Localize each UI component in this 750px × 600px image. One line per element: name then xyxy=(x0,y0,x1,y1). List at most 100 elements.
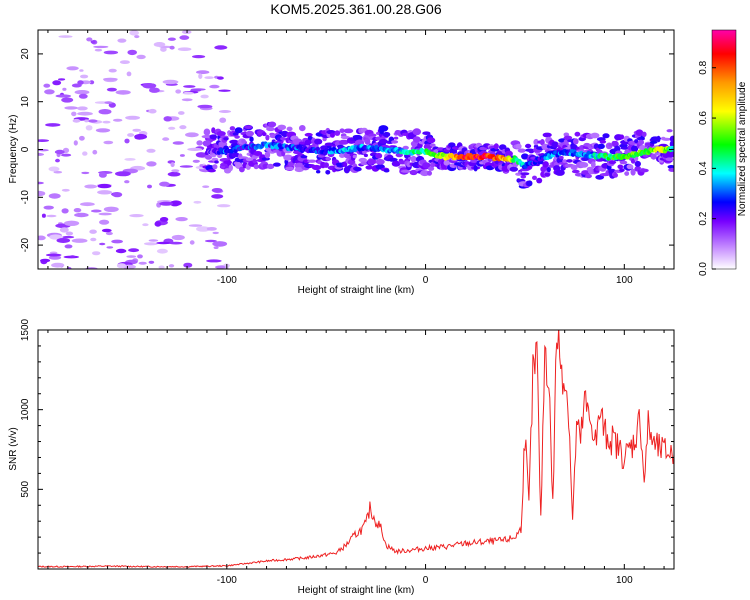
noise-blob xyxy=(167,37,176,41)
colorbar-ticks: 0.0 0.2 0.4 0.6 0.8 xyxy=(698,60,716,276)
ridge-halo xyxy=(525,143,532,149)
noise-blob xyxy=(49,234,63,240)
noise-blob xyxy=(132,128,141,132)
spectrogram-ytick-label: 0 xyxy=(20,146,31,152)
ridge-halo xyxy=(398,160,407,165)
ridge-halo xyxy=(375,136,383,141)
noise-blob xyxy=(62,235,75,239)
ridge-halo xyxy=(266,163,275,170)
noise-blob xyxy=(159,181,170,187)
noise-blob xyxy=(137,254,143,259)
ridge-halo xyxy=(526,180,533,187)
noise-blob xyxy=(193,200,202,204)
noise-blob xyxy=(169,241,183,245)
ridge-halo xyxy=(493,143,499,150)
ridge-halo xyxy=(666,150,674,158)
noise-blob xyxy=(185,132,199,138)
figure-title: KOM5.2025.361.00.28.G06 xyxy=(270,1,441,17)
noise-blob xyxy=(148,108,157,114)
noise-blob xyxy=(183,262,193,268)
noise-blob xyxy=(84,184,98,189)
ridge-halo xyxy=(542,132,552,138)
noise-blob xyxy=(89,229,97,234)
noise-blob xyxy=(179,35,190,40)
noise-blob xyxy=(181,98,193,102)
ridge-halo xyxy=(244,125,253,130)
noise-blob xyxy=(87,119,98,123)
noise-blob xyxy=(168,126,176,130)
ridge-halo xyxy=(266,126,275,132)
ridge-halo xyxy=(391,140,399,144)
ridge-halo xyxy=(365,165,373,170)
noise-blob xyxy=(103,50,119,55)
ridge-halo xyxy=(229,139,239,144)
noise-blob xyxy=(136,54,146,60)
noise-blob xyxy=(148,260,155,264)
noise-blob xyxy=(59,227,69,233)
noise-blob xyxy=(197,104,213,109)
ridge-halo xyxy=(203,128,211,136)
noise-blob xyxy=(64,220,80,226)
ridge-halo xyxy=(533,138,539,146)
noise-blob xyxy=(102,120,111,124)
noise-blob xyxy=(73,140,78,146)
ridge-halo xyxy=(229,126,236,131)
noise-blob xyxy=(211,194,224,199)
ridge-halo xyxy=(265,134,270,141)
noise-blob xyxy=(104,101,113,104)
ridge-halo xyxy=(585,173,592,179)
noise-blob xyxy=(178,111,185,115)
ridge-halo xyxy=(624,171,629,176)
noise-blob xyxy=(61,153,72,157)
ridge-halo xyxy=(211,127,216,134)
ridge-halo xyxy=(532,175,537,180)
ridge-halo xyxy=(555,169,565,176)
noise-blob xyxy=(41,213,46,218)
noise-blob xyxy=(48,193,61,199)
noise-blob xyxy=(56,238,71,243)
noise-blob xyxy=(92,251,101,256)
ridge-halo xyxy=(311,164,322,171)
noise-blob xyxy=(200,94,209,99)
noise-blob xyxy=(40,258,51,263)
ridge-halo xyxy=(330,132,335,138)
noise-blob xyxy=(112,192,123,198)
noise-blob xyxy=(160,46,167,52)
noise-blob xyxy=(74,90,90,95)
noise-blob xyxy=(198,73,203,79)
ridge-halo xyxy=(634,160,641,167)
noise-blob xyxy=(105,231,113,236)
noise-blob xyxy=(153,42,166,47)
ridge-halo xyxy=(339,128,345,133)
colorbar-tick-label: 0.4 xyxy=(698,161,709,175)
noise-blob xyxy=(182,91,195,95)
snr-ylabel: SNR (v/v) xyxy=(8,427,19,470)
noise-blob xyxy=(149,87,160,93)
noise-blob xyxy=(64,106,78,110)
noise-blob xyxy=(98,212,112,216)
ridge-halo xyxy=(412,136,421,143)
ridge-halo xyxy=(462,166,467,170)
colorbar: 0.0 0.2 0.4 0.6 0.8 Normalized spectral ampl… xyxy=(698,29,748,276)
noise-blob xyxy=(77,111,93,116)
noise-blob xyxy=(38,181,44,185)
noise-blob xyxy=(38,139,50,142)
colorbar-gradient xyxy=(711,29,737,270)
noise-blob xyxy=(119,60,130,64)
snr-plot-area xyxy=(38,330,674,569)
noise-blob xyxy=(217,76,224,80)
ridge-halo xyxy=(400,169,411,173)
noise-blob xyxy=(159,217,169,222)
snr-xtick-label: 100 xyxy=(616,575,633,586)
ridge-halo xyxy=(228,164,233,171)
ridge-halo xyxy=(383,168,390,173)
noise-blob xyxy=(144,242,158,246)
ridge-halo xyxy=(252,158,257,164)
noise-blob xyxy=(175,217,188,222)
noise-blob xyxy=(199,164,204,168)
ridge-halo xyxy=(241,138,246,144)
noise-blob xyxy=(168,264,175,268)
noise-blob xyxy=(124,180,130,184)
ridge-halo xyxy=(239,166,245,173)
snr-series-line xyxy=(38,330,674,568)
